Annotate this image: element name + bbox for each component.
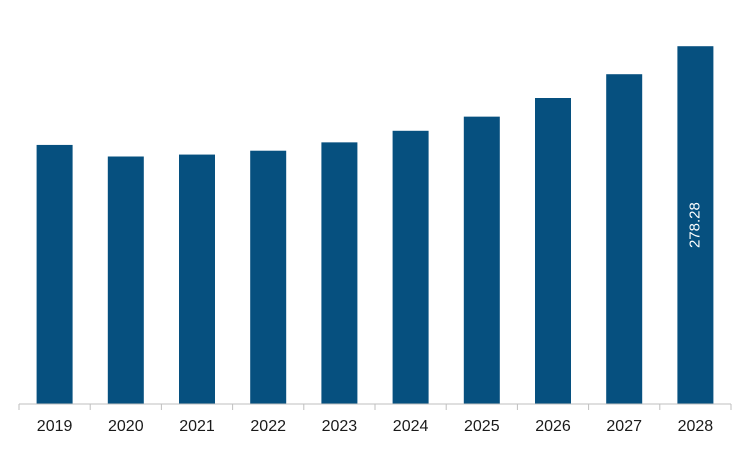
x-axis-tick-labels: 2019 2020 2021 2022 2023 2024 2025 2026 2027 2028 bbox=[37, 418, 713, 435]
data-labels: 278.28 bbox=[686, 202, 703, 248]
x-tick-label-2026: 2026 bbox=[535, 418, 571, 435]
x-tick-label-2021: 2021 bbox=[179, 418, 215, 435]
bar-2025 bbox=[463, 116, 500, 404]
x-tick-label-2028: 2028 bbox=[678, 418, 714, 435]
x-axis-ticks bbox=[18, 404, 732, 410]
bar-2019 bbox=[36, 144, 73, 404]
bar-2023 bbox=[321, 142, 358, 405]
bar-2020 bbox=[107, 156, 144, 404]
bar-2022 bbox=[250, 150, 287, 404]
bar-2027 bbox=[606, 74, 643, 405]
x-tick-label-2019: 2019 bbox=[37, 418, 73, 435]
data-label-2028: 278.28 bbox=[686, 202, 703, 248]
bar-2024 bbox=[392, 130, 429, 405]
bar-2028 bbox=[677, 46, 714, 405]
x-tick-label-2024: 2024 bbox=[393, 418, 429, 435]
x-tick-label-2023: 2023 bbox=[322, 418, 358, 435]
bar-2021 bbox=[179, 154, 215, 404]
bars-group bbox=[36, 46, 714, 405]
x-tick-label-2025: 2025 bbox=[464, 418, 500, 435]
x-tick-label-2027: 2027 bbox=[606, 418, 642, 435]
x-tick-label-2020: 2020 bbox=[108, 418, 144, 435]
bar-2026 bbox=[535, 98, 571, 404]
x-tick-label-2022: 2022 bbox=[250, 418, 286, 435]
